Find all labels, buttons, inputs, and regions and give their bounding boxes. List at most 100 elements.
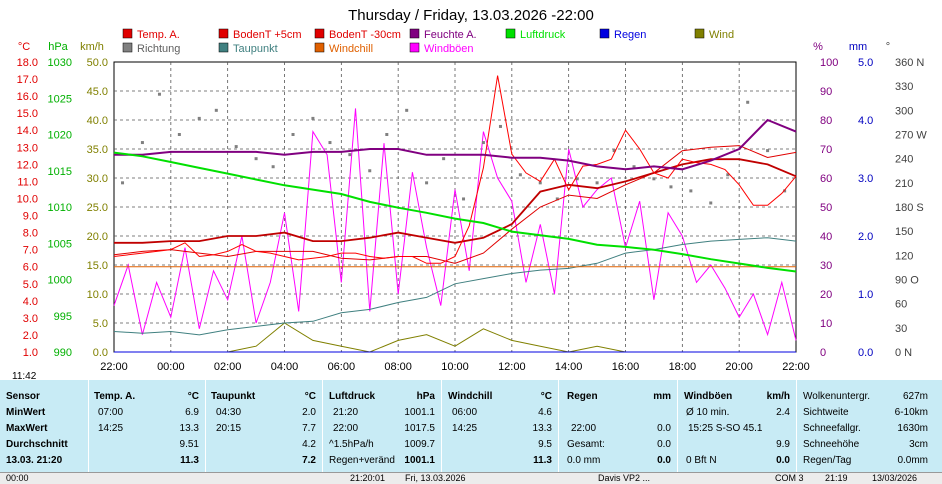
temp-tick-label: 7.0	[23, 245, 38, 257]
series-luftdruck-line	[113, 151, 797, 273]
series-temp-a-line	[114, 158, 797, 244]
wind-tick-label: 15.0	[87, 260, 108, 272]
status-bar: 00:00 21:20:01 Fri, 13.03.2026 Davis VP2…	[0, 472, 942, 484]
stats-time: 22:00	[333, 423, 359, 434]
pressure-tick-label: 1025	[48, 93, 72, 105]
stats-time: 14:25	[452, 423, 478, 434]
stats-col-extra: Wolkenuntergr. 627m Sichtweite 6-10km Schn…	[797, 380, 932, 472]
window-edge	[930, 0, 942, 380]
legend-swatch	[314, 42, 325, 53]
x-tick-label: 06:00	[328, 361, 356, 373]
series-richtung-point	[595, 181, 599, 185]
temp-tick-label: 2.0	[23, 330, 38, 342]
stats-value: 11.3	[533, 455, 552, 466]
x-tick-label: 00:00	[157, 361, 185, 373]
stats-label: Wolkenuntergr.	[803, 391, 871, 402]
series-richtung-point	[555, 197, 559, 201]
stats-col-taupunkt: Taupunkt °C 04:30 2.0 20:15 7.7 4.2 7.2	[206, 380, 323, 472]
stats-time: 20:15	[216, 423, 242, 434]
series-richtung-point	[612, 149, 616, 153]
x-tick-label: 14:00	[555, 361, 583, 373]
pressure-tick-label: 1015	[48, 166, 72, 178]
direction-tick-label: 150	[895, 226, 913, 238]
stats-value: 9.9	[776, 439, 790, 450]
series-richtung-point	[405, 108, 409, 112]
rain-tick-label: 1.0	[858, 289, 873, 301]
series-richtung-point	[783, 189, 787, 193]
stats-label: Sichtweite	[803, 407, 849, 418]
stats-value: 0.0mm	[897, 455, 928, 466]
pressure-tick-label: 1030	[48, 57, 72, 69]
stats-value: 6-10km	[894, 407, 928, 418]
stats-time: 21:20	[333, 407, 359, 418]
humidity-tick-label: 100	[820, 57, 838, 69]
series-richtung-point	[746, 100, 750, 104]
series-richtung-point	[766, 149, 770, 153]
x-tick-label: 20:00	[725, 361, 753, 373]
stats-time: 04:30	[216, 407, 242, 418]
stats-unit: mm	[653, 391, 671, 402]
temp-tick-label: 4.0	[23, 296, 38, 308]
direction-tick-label: 30	[895, 323, 907, 335]
pressure-tick-label: 995	[54, 311, 72, 323]
stats-value: 627m	[902, 391, 928, 402]
x-tick-label: 18:00	[669, 361, 697, 373]
series-taupunkt-line	[113, 237, 797, 336]
axis-ticks: 18.0 17.0 16.0 15.0 14.0 13.0 12.0 11.0 10.0 9.0 8…	[17, 57, 928, 359]
legend-swatch	[122, 28, 133, 39]
stats-col-luftdruck: Luftdruck hPa 21:20 1001.1 22:00 1017.5 ^1.…	[323, 380, 442, 472]
stats-time: 07:00	[98, 407, 124, 418]
series-windb-en-line	[113, 108, 797, 341]
legend-swatch	[314, 28, 325, 39]
stats-time: 22:00	[571, 423, 597, 434]
x-tick-label: 22:00	[100, 361, 128, 373]
legend-label: Feuchte A.	[424, 29, 477, 41]
direction-tick-label: 120	[895, 250, 913, 262]
stats-label: Schneehöhe	[803, 439, 860, 450]
wind-tick-label: 5.0	[93, 318, 108, 330]
stats-label: Schneefallgr.	[803, 423, 861, 434]
legend-swatch	[409, 42, 420, 53]
humidity-tick-label: 30	[820, 260, 832, 272]
series-richtung-point	[291, 133, 295, 136]
direction-tick-label: 330	[895, 81, 913, 93]
stats-label: Ø 10 min.	[686, 407, 730, 418]
series-richtung-point	[271, 165, 275, 169]
gridlines	[114, 62, 796, 352]
series-layer	[113, 75, 797, 353]
weather-chart: Thursday / Friday, 13.03.2026 -22:00 Tem…	[16, 7, 928, 373]
stats-trend: ^1.5hPa/h	[329, 439, 374, 450]
legend-label: Windchill	[329, 43, 373, 55]
series-richtung-point	[709, 201, 713, 205]
pressure-tick-label: 1010	[48, 202, 72, 214]
rain-tick-label: 0.0	[858, 347, 873, 359]
corner-time: 11:42	[12, 371, 37, 382]
series-richtung-point	[368, 169, 372, 173]
stats-value: 3cm	[909, 439, 928, 450]
legend-swatch	[599, 28, 610, 39]
legend-label: Temp. A.	[137, 29, 180, 41]
stats-panel: Sensor MinWert MaxWert Durchschnitt 13.0…	[0, 380, 942, 472]
stats-unit: °C	[187, 391, 199, 402]
axis-unit: mm	[849, 41, 867, 53]
axis-unit: °C	[18, 41, 30, 53]
series-richtung-point	[518, 173, 522, 177]
temp-tick-label: 8.0	[23, 228, 38, 240]
series-richtung-point	[462, 197, 466, 201]
temp-tick-label: 14.0	[17, 125, 38, 137]
stats-label: 0.0 mm	[567, 455, 601, 466]
direction-tick-label: 180 S	[895, 202, 924, 214]
legend-label: Regen	[614, 29, 646, 41]
series-richtung-point	[348, 153, 352, 157]
stats-value: 0.0	[776, 455, 790, 466]
pressure-tick-label: 1005	[48, 238, 72, 250]
rain-tick-label: 2.0	[858, 231, 873, 243]
stats-forecast: Regen+veränd	[329, 455, 395, 466]
series-richtung-point	[121, 181, 125, 185]
stats-header: Temp. A.	[94, 391, 136, 402]
x-tick-label: 12:00	[498, 361, 526, 373]
stats-label: 0 Bft N	[686, 455, 717, 466]
humidity-tick-label: 70	[820, 144, 832, 156]
status-field: 21:20:01	[350, 473, 386, 483]
temp-tick-label: 16.0	[17, 91, 38, 103]
